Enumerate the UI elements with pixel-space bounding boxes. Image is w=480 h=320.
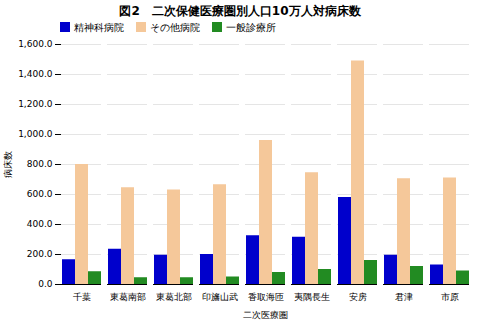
svg-text:0.0: 0.0 bbox=[38, 279, 53, 289]
svg-text:1,000.0: 1,000.0 bbox=[18, 129, 53, 139]
html-text:精神科病院: 精神科病院 bbox=[74, 22, 124, 33]
svg-text:安房: 安房 bbox=[349, 292, 367, 302]
svg-text:1,600.0: 1,600.0 bbox=[18, 39, 53, 49]
svg-text:夷隅長生: 夷隅長生 bbox=[294, 292, 330, 302]
svg-text:千葉: 千葉 bbox=[73, 292, 91, 302]
svg-text:印旛山武: 印旛山武 bbox=[202, 292, 238, 302]
svg-text:600.0: 600.0 bbox=[27, 189, 53, 199]
html-text:その他病院: その他病院 bbox=[150, 22, 200, 33]
svg-text:1,400.0: 1,400.0 bbox=[18, 69, 53, 79]
svg-text:東葛南部: 東葛南部 bbox=[110, 292, 146, 302]
svg-text:君津: 君津 bbox=[395, 292, 413, 302]
svg-text:市原: 市原 bbox=[441, 292, 459, 302]
svg-text:200.0: 200.0 bbox=[27, 249, 53, 259]
svg-text:病床数: 病床数 bbox=[3, 151, 13, 178]
svg-text:1,200.0: 1,200.0 bbox=[18, 99, 53, 109]
html-text:一般診療所: 一般診療所 bbox=[226, 22, 276, 33]
svg-text:800.0: 800.0 bbox=[27, 159, 53, 169]
svg-text:400.0: 400.0 bbox=[27, 219, 53, 229]
svg-text:二次医療圏: 二次医療圏 bbox=[243, 310, 288, 320]
svg-text:東葛北部: 東葛北部 bbox=[156, 292, 192, 302]
html-text:図2 二次保健医療圏別人口10万人対病床数: 図2 二次保健医療圏別人口10万人対病床数 bbox=[119, 4, 361, 18]
svg-text:香取海匝: 香取海匝 bbox=[248, 292, 284, 302]
